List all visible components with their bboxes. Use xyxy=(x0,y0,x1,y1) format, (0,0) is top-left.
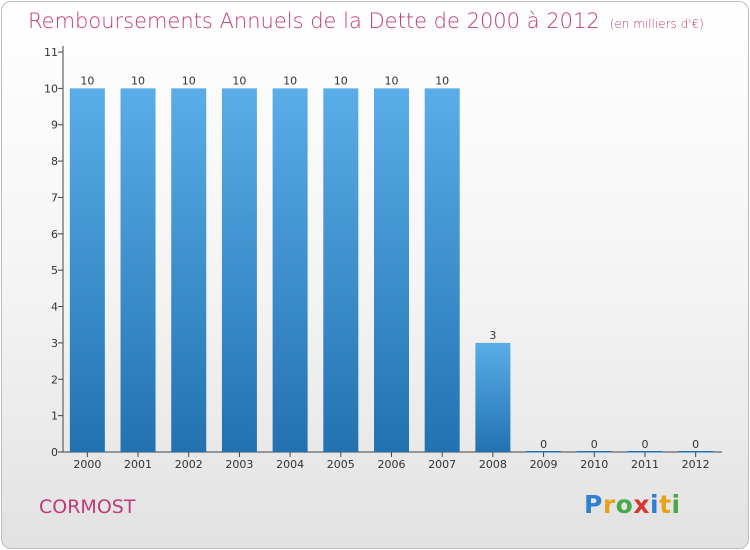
bar xyxy=(424,88,460,452)
data-label: 10 xyxy=(283,74,297,87)
bar xyxy=(221,88,257,452)
x-tick-label: 2010 xyxy=(580,458,608,471)
data-label: 0 xyxy=(591,438,598,451)
y-tick-label: 8 xyxy=(51,155,58,168)
data-label: 10 xyxy=(435,74,449,87)
y-tick-label: 9 xyxy=(51,119,58,132)
y-tick-label: 3 xyxy=(51,337,58,350)
data-label: 10 xyxy=(232,74,246,87)
data-label: 10 xyxy=(385,74,399,87)
data-label: 3 xyxy=(489,329,496,342)
x-tick-label: 2009 xyxy=(530,458,558,471)
bar xyxy=(171,88,207,452)
data-label: 0 xyxy=(692,438,699,451)
x-tick-label: 2003 xyxy=(225,458,253,471)
bar xyxy=(475,342,511,452)
logo-letter: r xyxy=(602,490,616,519)
x-tick-label: 2000 xyxy=(73,458,101,471)
data-label: 0 xyxy=(641,438,648,451)
data-label: 10 xyxy=(131,74,145,87)
x-tick-label: 2012 xyxy=(682,458,710,471)
logo-letter: o xyxy=(615,490,634,519)
y-tick-label: 7 xyxy=(51,191,58,204)
data-label: 10 xyxy=(80,74,94,87)
chart-labels: 2000 10 2001 10 2002 10 2003 10 2004 10 2005 10 2006… xyxy=(73,74,709,471)
bar xyxy=(272,88,308,452)
y-tick-label: 11 xyxy=(44,46,58,59)
bar xyxy=(627,451,663,453)
y-tick-label: 5 xyxy=(51,264,58,277)
data-label: 10 xyxy=(182,74,196,87)
chart-title: Remboursements Annuels de la Dette de 20… xyxy=(28,9,704,33)
data-label: 0 xyxy=(540,438,547,451)
chart-title-text: Remboursements Annuels de la Dette de 20… xyxy=(28,9,600,33)
proxiti-logo: Proxiti xyxy=(584,490,681,519)
x-tick-label: 2007 xyxy=(428,458,456,471)
chart-bars xyxy=(69,88,714,453)
logo-letter: i xyxy=(650,490,660,519)
logo-letter: i xyxy=(671,490,681,519)
commune-name: CORMOST xyxy=(39,496,136,518)
chart-unit: (en milliers d'€) xyxy=(609,17,704,31)
x-tick-label: 2011 xyxy=(631,458,659,471)
y-tick-label: 10 xyxy=(44,82,58,95)
x-tick-label: 2008 xyxy=(479,458,507,471)
bar xyxy=(526,451,562,453)
y-tick-label: 2 xyxy=(51,373,58,386)
bar xyxy=(678,451,714,453)
bar xyxy=(120,88,156,452)
bar xyxy=(374,88,409,452)
y-tick-label: 0 xyxy=(51,446,58,459)
bar xyxy=(576,451,612,453)
x-tick-label: 2006 xyxy=(378,458,406,471)
y-tick-label: 4 xyxy=(51,301,58,314)
logo-letter: P xyxy=(584,490,603,519)
logo-letter: x xyxy=(633,490,650,519)
data-label: 10 xyxy=(334,74,348,87)
y-tick-label: 1 xyxy=(51,410,58,423)
x-tick-label: 2005 xyxy=(327,458,355,471)
bar xyxy=(323,88,359,452)
x-tick-label: 2002 xyxy=(175,458,203,471)
bar xyxy=(69,88,105,452)
x-tick-label: 2004 xyxy=(276,458,304,471)
x-tick-label: 2001 xyxy=(124,458,152,471)
y-tick-label: 6 xyxy=(51,228,58,241)
logo-letter: t xyxy=(659,490,672,519)
